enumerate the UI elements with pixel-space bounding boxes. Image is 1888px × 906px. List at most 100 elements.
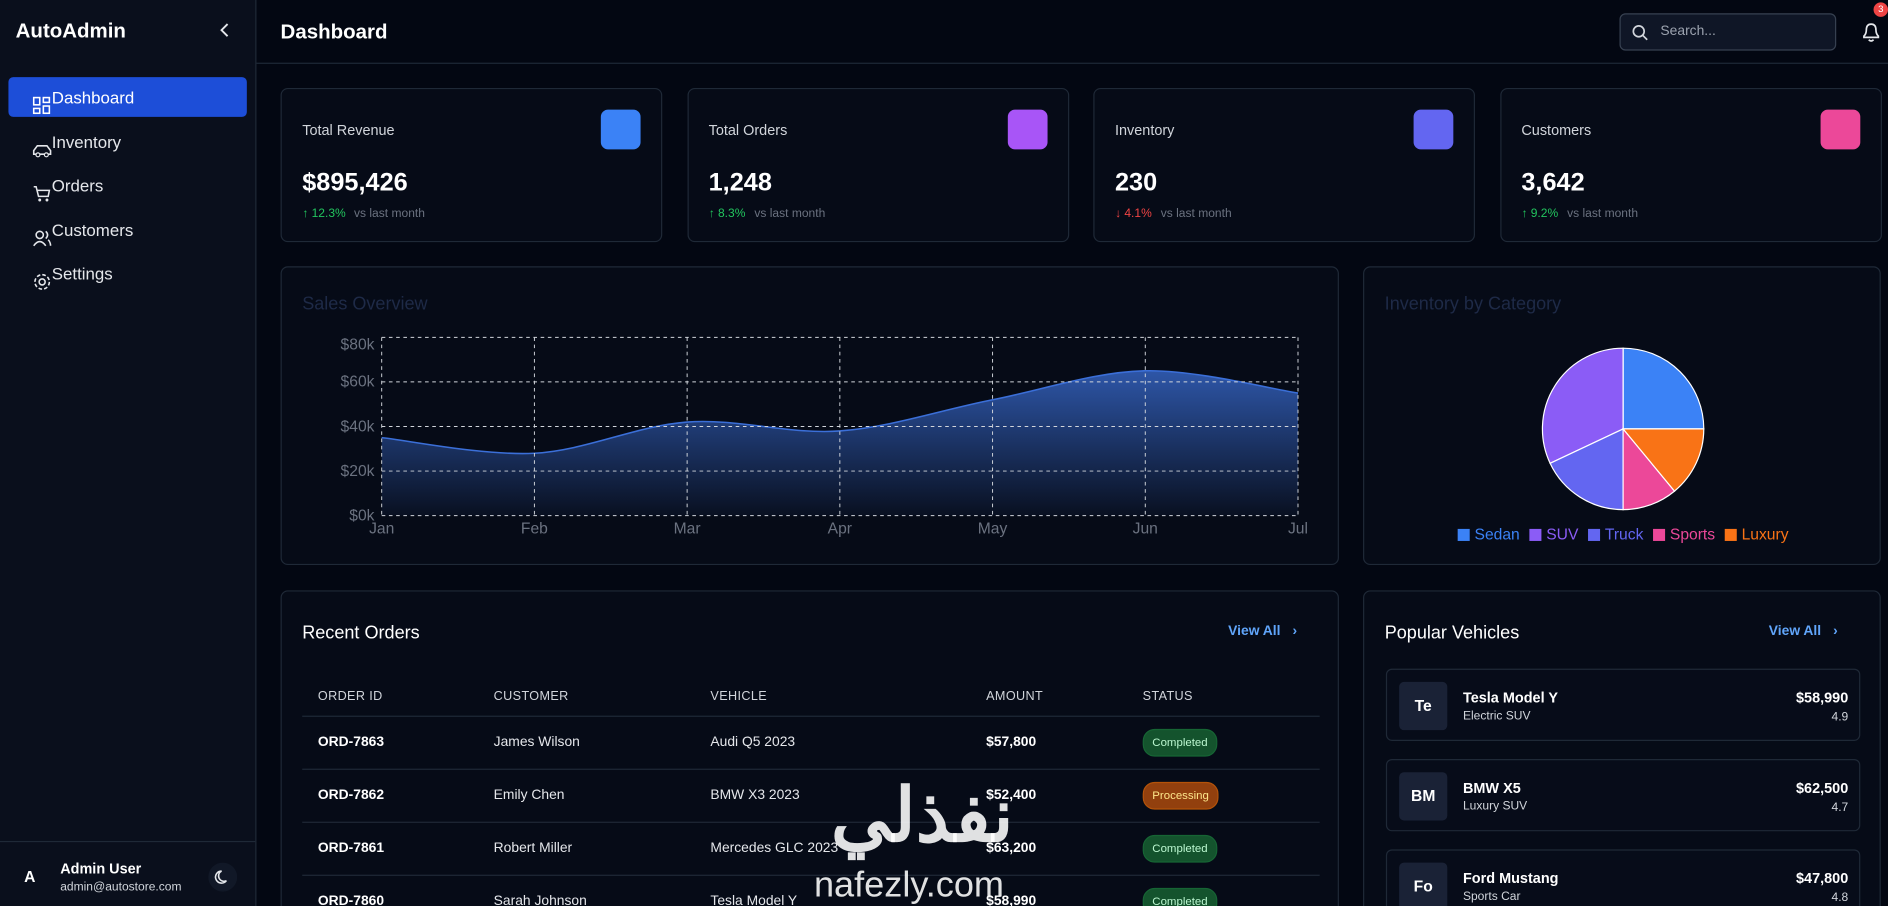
vehicle-badge: Te bbox=[1399, 681, 1448, 731]
stat-note: vs last month bbox=[353, 207, 425, 221]
stat-card: Total Orders 1,248 ↑ 8.3% vs last month bbox=[686, 87, 1069, 243]
vehicle-badge: Fo bbox=[1399, 862, 1448, 906]
y-tick-label: $40k bbox=[341, 418, 375, 435]
view-all[interactable]: View All › bbox=[1769, 624, 1838, 638]
pie-chart: Inventory by Category Sedan SUV Truck Sports… bbox=[1385, 294, 1789, 544]
search-placeholder: Search... bbox=[1660, 24, 1716, 39]
nav-item[interactable]: Settings bbox=[8, 253, 246, 293]
watermark-latin: nafezly.com bbox=[813, 865, 1005, 905]
vehicle-item[interactable]: Te Tesla Model Y Electric SUV $58,990 4.9 bbox=[1385, 668, 1861, 741]
stat-value: 1,248 bbox=[708, 168, 772, 197]
legend-label: Sports bbox=[1670, 527, 1715, 544]
nav-label: Customers bbox=[51, 219, 134, 240]
nav-item[interactable]: Orders bbox=[8, 165, 246, 205]
chart-title: Inventory by Category bbox=[1385, 294, 1562, 314]
table-cell: ORD-7863 bbox=[317, 734, 385, 750]
vehicle-type: Luxury SUV bbox=[1462, 799, 1528, 814]
sidebar: AutoAdmin Dashboard Inventory Orders Custom… bbox=[0, 0, 257, 906]
divider bbox=[0, 840, 256, 843]
stat-change: ↑ 8.3% bbox=[708, 207, 746, 221]
x-tick-label: Jan bbox=[369, 521, 394, 538]
nav-label: Settings bbox=[51, 263, 113, 284]
x-tick-label: Jun bbox=[1133, 521, 1158, 538]
page-title: Dashboard bbox=[280, 20, 388, 44]
stat-change: ↑ 9.2% bbox=[1521, 207, 1559, 221]
user-name: Admin User bbox=[60, 860, 142, 878]
area bbox=[381, 370, 1298, 516]
vehicle-rating: 4.8 bbox=[1831, 891, 1849, 905]
legend-swatch bbox=[1457, 528, 1470, 541]
legend: Sedan SUV Truck Sports Luxury bbox=[1457, 527, 1789, 544]
stat-icon bbox=[1413, 109, 1454, 150]
vehicle-type: Sports Car bbox=[1462, 890, 1521, 904]
stat-note: vs last month bbox=[1567, 207, 1639, 221]
vehicle-item[interactable]: Fo Ford Mustang Sports Car $47,800 4.8 bbox=[1385, 849, 1861, 906]
vehicle-name: Tesla Model Y bbox=[1462, 689, 1558, 707]
x-tick-label: May bbox=[978, 521, 1008, 538]
vehicle-rating: 4.9 bbox=[1831, 710, 1849, 725]
vehicle-item[interactable]: BM BMW X5 Luxury SUV $62,500 4.7 bbox=[1385, 759, 1861, 832]
row-divider bbox=[302, 874, 1320, 876]
legend-label: Truck bbox=[1605, 527, 1644, 544]
table-cell: Sarah Johnson bbox=[493, 893, 587, 906]
status-badge: Completed bbox=[1142, 834, 1218, 863]
table-cell: Tesla Model Y bbox=[710, 893, 798, 906]
search-box[interactable]: Search... bbox=[1619, 13, 1837, 51]
y-tick-label: $80k bbox=[341, 336, 375, 353]
vehicle-name: BMW X5 bbox=[1462, 779, 1521, 797]
pie-slice bbox=[1549, 427, 1624, 511]
table-header: CUSTOMER bbox=[493, 689, 569, 704]
nav-item[interactable]: Dashboard bbox=[8, 77, 247, 117]
icon bbox=[34, 273, 51, 290]
y-tick-label: $60k bbox=[341, 374, 375, 391]
legend-label: SUV bbox=[1546, 527, 1579, 544]
table-cell: Robert Miller bbox=[493, 840, 573, 856]
nav-item[interactable]: Inventory bbox=[8, 121, 246, 161]
pie-card: Inventory by Category Sedan SUV Truck Sports… bbox=[1363, 266, 1881, 566]
vehicles-title: Popular Vehicles bbox=[1384, 622, 1520, 644]
view-all-text: View All bbox=[1768, 624, 1822, 639]
view-all-text: View All bbox=[1228, 624, 1281, 639]
vehicle-rating: 4.7 bbox=[1831, 801, 1849, 815]
row-divider bbox=[302, 768, 1320, 770]
x-tick-label: Mar bbox=[674, 521, 701, 538]
icon bbox=[33, 185, 51, 202]
theme-toggle[interactable] bbox=[208, 862, 238, 892]
user-avatar: A bbox=[24, 867, 36, 886]
row-divider bbox=[302, 821, 1320, 823]
icon bbox=[32, 144, 52, 157]
nav-item[interactable]: Customers bbox=[8, 209, 246, 249]
stat-icon bbox=[1819, 109, 1860, 150]
stat-card: Customers 3,642 ↑ 9.2% vs last month bbox=[1499, 87, 1882, 243]
vehicle-price: $47,800 bbox=[1796, 869, 1849, 887]
stat-card: Inventory 230 ↓ 4.1% vs last month bbox=[1093, 87, 1475, 243]
brand: AutoAdmin bbox=[15, 19, 126, 43]
pie-slice bbox=[1622, 347, 1705, 430]
pie-slice bbox=[1621, 428, 1705, 492]
table-cell: ORD-7861 bbox=[317, 840, 385, 856]
table-cell: $57,800 bbox=[986, 734, 1037, 750]
table-cell: BMW X3 2023 bbox=[710, 787, 800, 803]
view-all[interactable]: View All › bbox=[1228, 624, 1297, 638]
vehicle-price: $58,990 bbox=[1796, 689, 1849, 707]
table-cell: $63,200 bbox=[986, 840, 1037, 856]
stat-change: ↑ 12.3% bbox=[302, 207, 346, 221]
table-cell: James Wilson bbox=[493, 734, 580, 750]
notification-bell[interactable] bbox=[1860, 19, 1884, 46]
table-cell: ORD-7862 bbox=[317, 787, 385, 803]
y-tick-label: $0k bbox=[349, 507, 374, 524]
table-header: STATUS bbox=[1142, 689, 1193, 704]
icon bbox=[32, 96, 51, 115]
nav-label: Inventory bbox=[51, 131, 122, 152]
stat-title: Customers bbox=[1521, 121, 1592, 139]
legend-label: Sedan bbox=[1475, 527, 1520, 544]
table-cell: Audi Q5 2023 bbox=[710, 734, 796, 750]
collapse-button[interactable] bbox=[217, 22, 234, 39]
orders-card: Recent Orders View All › ORDER ID CUSTOMER… bbox=[280, 590, 1339, 906]
status-badge: Completed bbox=[1142, 887, 1218, 906]
vehicles-card: Popular Vehicles View All › Te Tesla Model… bbox=[1363, 590, 1881, 906]
stat-note: vs last month bbox=[1160, 207, 1232, 221]
chevron: › bbox=[1833, 624, 1838, 639]
